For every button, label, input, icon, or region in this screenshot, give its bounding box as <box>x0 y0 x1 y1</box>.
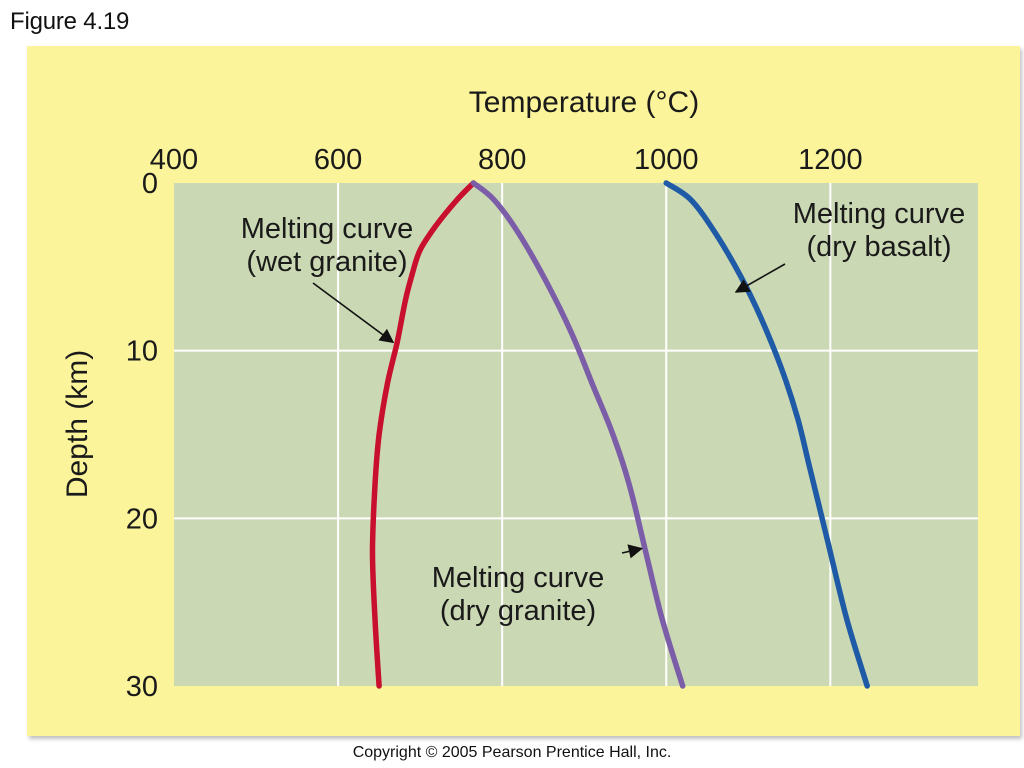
annotation-text-dry_basalt: Melting curve <box>793 198 965 230</box>
annotation-arrow-dry_basalt <box>734 263 786 293</box>
grid-lines <box>174 183 978 686</box>
x-tick-label: 600 <box>314 144 362 176</box>
annotation-text-wet_granite: (wet granite) <box>246 246 407 278</box>
y-axis-label: Depth (km) <box>61 350 94 498</box>
figure-panel: 400 600 800 1000 1200 0 10 20 30 Melting curve (w… <box>27 46 1020 736</box>
x-tick-label: 400 <box>150 144 198 176</box>
copyright-notice: Copyright © 2005 Pearson Prentice Hall, … <box>352 744 672 761</box>
x-tick-label: 1000 <box>634 144 699 176</box>
series-line-dry_granite <box>470 180 686 689</box>
annotation-wet_granite: Melting curve(wet granite) <box>241 213 413 344</box>
x-tick-label: 1200 <box>798 144 863 176</box>
annotation-text-dry_granite: Melting curve <box>432 562 604 594</box>
annotation-text-dry_granite: (dry granite) <box>440 595 596 627</box>
series-line-dry_basalt <box>663 180 870 689</box>
annotation-text-dry_basalt: (dry basalt) <box>806 231 951 263</box>
annotation-arrow-dry_granite <box>621 544 644 559</box>
y-tick-label: 10 <box>126 336 158 368</box>
y-tick-label: 0 <box>142 168 158 200</box>
tick-labels: 400 600 800 1000 1200 0 10 20 30 <box>126 144 863 703</box>
x-tick-label: 800 <box>478 144 526 176</box>
annotation-dry_granite: Melting curve(dry granite) <box>432 544 644 627</box>
annotations: Melting curve(wet granite)Melting curve(… <box>241 198 965 627</box>
annotation-dry_basalt: Melting curve(dry basalt) <box>734 198 965 293</box>
x-axis-label: Temperature (°C) <box>469 86 699 119</box>
series-line-wet_granite <box>369 180 477 689</box>
y-tick-label: 20 <box>126 503 158 535</box>
figure-label: Figure 4.19 <box>10 8 130 35</box>
annotation-arrow-wet_granite <box>312 282 395 344</box>
series-lines <box>369 180 870 689</box>
y-tick-label: 30 <box>126 671 158 703</box>
annotation-text-wet_granite: Melting curve <box>241 213 413 245</box>
